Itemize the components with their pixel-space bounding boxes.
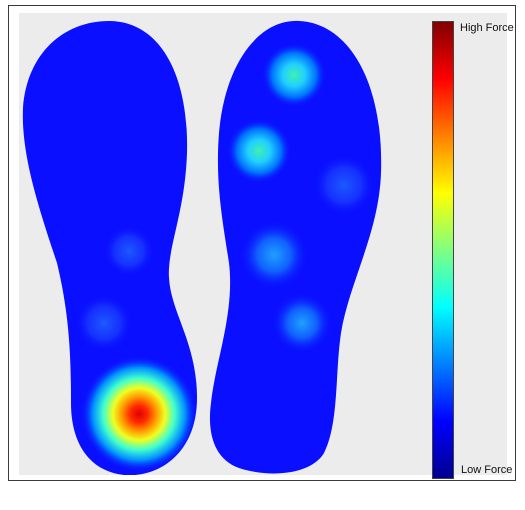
insole-heatmap [22,20,382,475]
plot-area [19,13,507,475]
low-force-label: Low Force [461,464,513,476]
right-ball-medial-spot [227,119,291,183]
right-toe-spot [262,43,326,107]
high-force-label: High Force [460,22,514,34]
right-ball-lateral-spot [314,155,374,215]
heatmap-figure: High Force Low Force [8,5,516,481]
right-arch-spot [272,293,332,353]
left-midfoot-spot [104,226,154,276]
left-arch-spot [76,295,132,351]
left-heel-hotspot [81,356,197,472]
colorbar-legend [432,21,454,479]
left-insole [22,21,197,475]
right-insole [209,20,382,474]
right-midfoot-spot [240,221,308,289]
